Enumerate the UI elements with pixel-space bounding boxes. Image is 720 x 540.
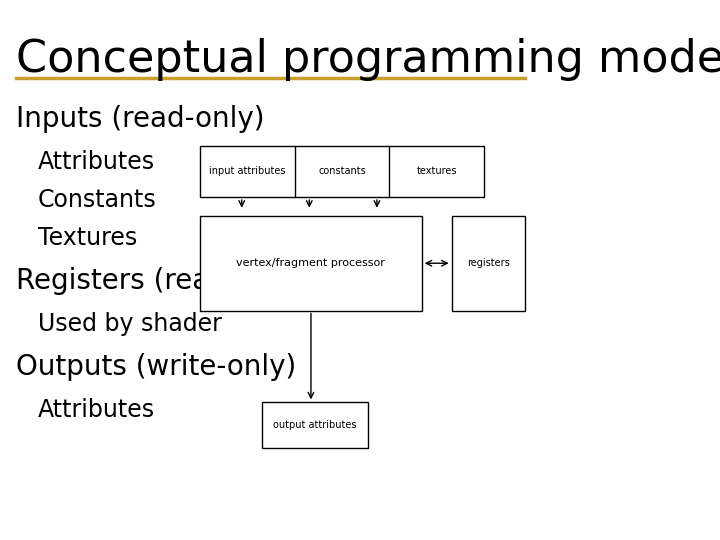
Text: Registers (read-write): Registers (read-write): [17, 267, 318, 295]
Text: Inputs (read-only): Inputs (read-only): [17, 105, 265, 133]
Text: vertex/fragment processor: vertex/fragment processor: [236, 258, 385, 268]
Text: Conceptual programming model: Conceptual programming model: [17, 38, 720, 81]
Bar: [451, 216, 525, 310]
Text: Attributes: Attributes: [38, 399, 155, 422]
Text: Used by shader: Used by shader: [38, 312, 222, 336]
Bar: [262, 402, 368, 448]
Text: textures: textures: [416, 166, 456, 177]
Bar: [200, 216, 422, 310]
Text: registers: registers: [467, 258, 510, 268]
Text: Constants: Constants: [38, 188, 157, 212]
Text: Attributes: Attributes: [38, 150, 155, 174]
Text: output attributes: output attributes: [274, 420, 356, 430]
Text: input attributes: input attributes: [209, 166, 286, 177]
Bar: [200, 146, 484, 197]
Text: constants: constants: [318, 166, 366, 177]
Text: Outputs (write-only): Outputs (write-only): [17, 353, 297, 381]
Text: Textures: Textures: [38, 226, 137, 249]
